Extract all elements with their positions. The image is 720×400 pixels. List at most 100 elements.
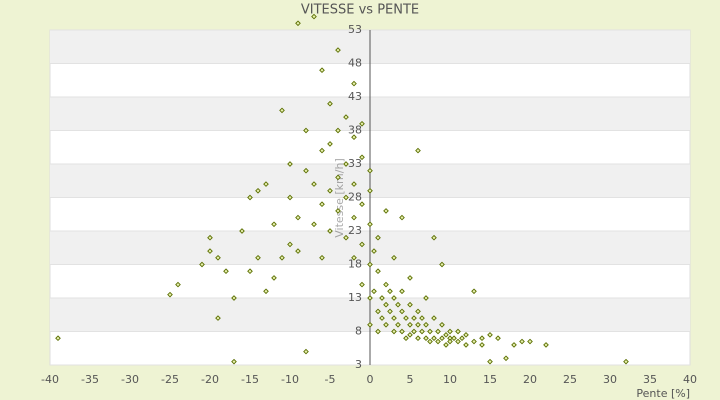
point [371,288,377,295]
point [391,254,397,261]
x-tick-label: 40 [683,373,697,386]
point [423,335,429,342]
point [431,234,437,241]
point [423,321,429,328]
point [351,80,357,87]
x-tick-label: -30 [121,373,139,386]
point [279,107,285,114]
point [383,321,389,328]
x-tick-label: -10 [281,373,299,386]
point [439,321,445,328]
x-tick-label: -40 [41,373,59,386]
point [379,295,385,301]
point [351,214,357,221]
point [175,281,181,288]
point [359,241,365,248]
point [359,201,365,208]
y-tick-label: 8 [355,325,362,338]
x-tick-label: -15 [241,373,259,386]
point [343,234,349,241]
point [387,288,393,295]
point [439,261,445,268]
point [443,342,449,348]
point [215,315,221,321]
point [495,335,501,342]
point [247,268,253,275]
point [319,254,325,261]
point [367,167,373,174]
y-tick-label: 23 [348,224,362,237]
x-tick-label: 15 [483,373,497,386]
x-tick-label: 25 [563,373,577,386]
point [399,308,405,315]
point [387,308,393,315]
point [327,141,333,147]
point [279,254,285,261]
point [271,275,277,281]
point [295,20,301,27]
point [399,328,405,335]
y-tick-label: 53 [348,23,362,36]
point [247,194,253,201]
point [443,332,449,338]
point [335,127,341,134]
point [335,208,341,214]
point [327,228,333,234]
point [367,321,373,328]
point [415,335,421,342]
x-tick-label: 35 [643,373,657,386]
y-tick-label: 18 [348,258,362,271]
point [471,288,477,295]
x-tick-label: -5 [325,373,336,386]
x-tick-label: 10 [443,373,457,386]
point [343,161,349,167]
point [463,332,469,338]
point [479,342,485,348]
x-tick-label: -35 [81,373,99,386]
point [407,301,413,308]
point [335,174,341,181]
y-tick-label: 33 [348,157,362,170]
point [207,234,213,241]
point [419,328,425,335]
point [391,295,397,301]
y-tick-label: 28 [348,191,362,204]
point [375,234,381,241]
point [343,194,349,201]
point [503,355,509,362]
point [383,301,389,308]
point [55,335,61,342]
point [375,268,381,275]
point [287,241,293,248]
point [215,254,221,261]
x-tick-label: 0 [367,373,374,386]
point [311,221,317,228]
point [527,338,533,345]
point [231,295,237,301]
point [375,328,381,335]
point [463,342,469,348]
point [295,214,301,221]
y-tick-label: 3 [355,358,362,371]
point [479,335,485,342]
point [395,321,401,328]
point [255,187,261,194]
point [455,338,461,345]
x-tick-label: -20 [201,373,219,386]
point [167,291,173,298]
point [287,161,293,167]
point [351,181,357,187]
point [367,221,373,228]
point [295,248,301,254]
point [459,335,465,342]
point [319,67,325,74]
point [335,47,341,53]
y-tick-label: 13 [348,291,362,304]
point [415,308,421,315]
point [231,358,237,365]
point [287,194,293,201]
point [359,154,365,161]
point [451,335,457,342]
